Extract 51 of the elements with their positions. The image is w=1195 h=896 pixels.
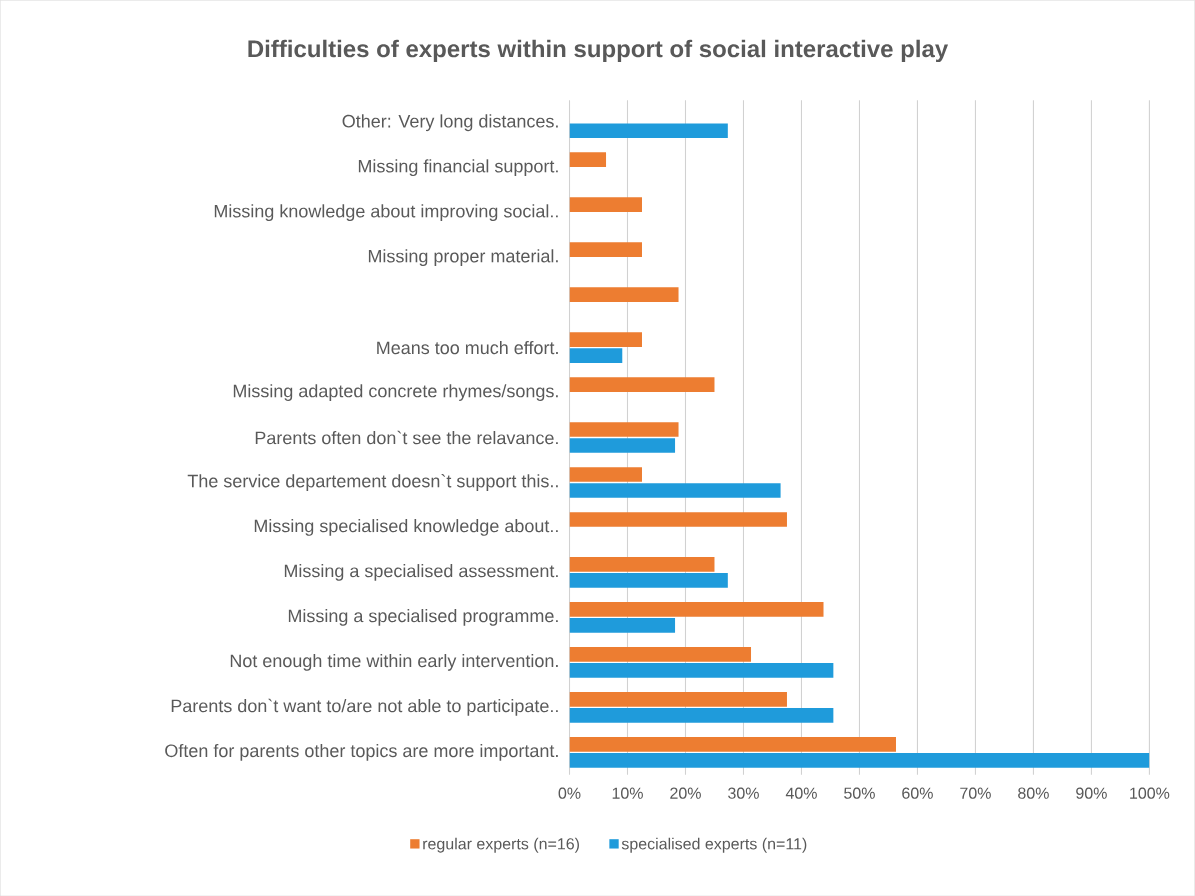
bar — [569, 752, 1150, 768]
y-tick-label: Parents don`t want to/are not able to participate.. — [171, 698, 558, 716]
x-tick-label: 10% — [612, 787, 643, 799]
x-tick-label: 40% — [785, 787, 817, 799]
x-tick-label: 30% — [728, 787, 759, 799]
y-tick-label: Missing a specialised assessment. — [284, 563, 558, 581]
bar — [569, 556, 715, 572]
bar — [569, 123, 728, 138]
bar — [569, 736, 896, 752]
y-tick-label: Often for parents other topics are more important. — [165, 743, 558, 761]
bar — [569, 511, 787, 527]
bar — [569, 197, 642, 212]
x-tick-label: 50% — [844, 787, 875, 799]
y-tick-label: Missing adapted concrete rhymes/songs. — [233, 383, 558, 401]
bar — [569, 422, 679, 437]
bar — [569, 601, 824, 617]
y-tick-label: Missing a specialised programme. — [288, 608, 558, 626]
bar — [569, 152, 607, 167]
bar — [569, 572, 728, 588]
x-tick-label: 0% — [558, 787, 581, 799]
x-tick-label: 90% — [1076, 787, 1107, 799]
y-tick-label: Missing specialised knowledge about.. — [254, 518, 558, 536]
bar — [569, 242, 642, 257]
bar — [569, 466, 642, 482]
bar — [569, 438, 676, 453]
y-tick-label: Not enough time within early intervention. — [230, 653, 558, 671]
bar — [569, 348, 623, 363]
bar — [569, 691, 787, 707]
y-tick-label: Means too much effort. — [377, 340, 558, 354]
legend-label: regular experts (n=16) — [423, 837, 579, 853]
bar — [569, 332, 642, 347]
y-tick-label: Missing proper material. — [368, 249, 558, 266]
bar — [569, 662, 834, 678]
x-tick-label: 80% — [1018, 787, 1049, 799]
legend-label: specialised experts (n=11) — [621, 837, 807, 853]
bar — [569, 707, 834, 723]
y-tick-label: Parents often don`t see the relavance. — [255, 430, 558, 445]
chart-title: Difficulties of experts within support of social interactive play — [248, 39, 949, 62]
y-tick-label: The service departement doesn`t support this.. — [187, 473, 558, 491]
y-tick-label: Missing financial support. — [358, 159, 558, 176]
bar — [569, 287, 679, 302]
bar — [569, 482, 781, 498]
bar — [569, 377, 715, 392]
x-tick-label: 20% — [670, 787, 701, 799]
y-tick-label: Other: Very long distances. — [342, 114, 558, 131]
x-tick-label: 100% — [1130, 787, 1170, 799]
y-tick-label: Missing knowledge about improving social.. — [214, 204, 558, 221]
x-tick-label: 60% — [902, 787, 933, 799]
x-tick-label: 70% — [960, 787, 991, 799]
bar — [569, 646, 752, 662]
bar — [569, 617, 676, 633]
